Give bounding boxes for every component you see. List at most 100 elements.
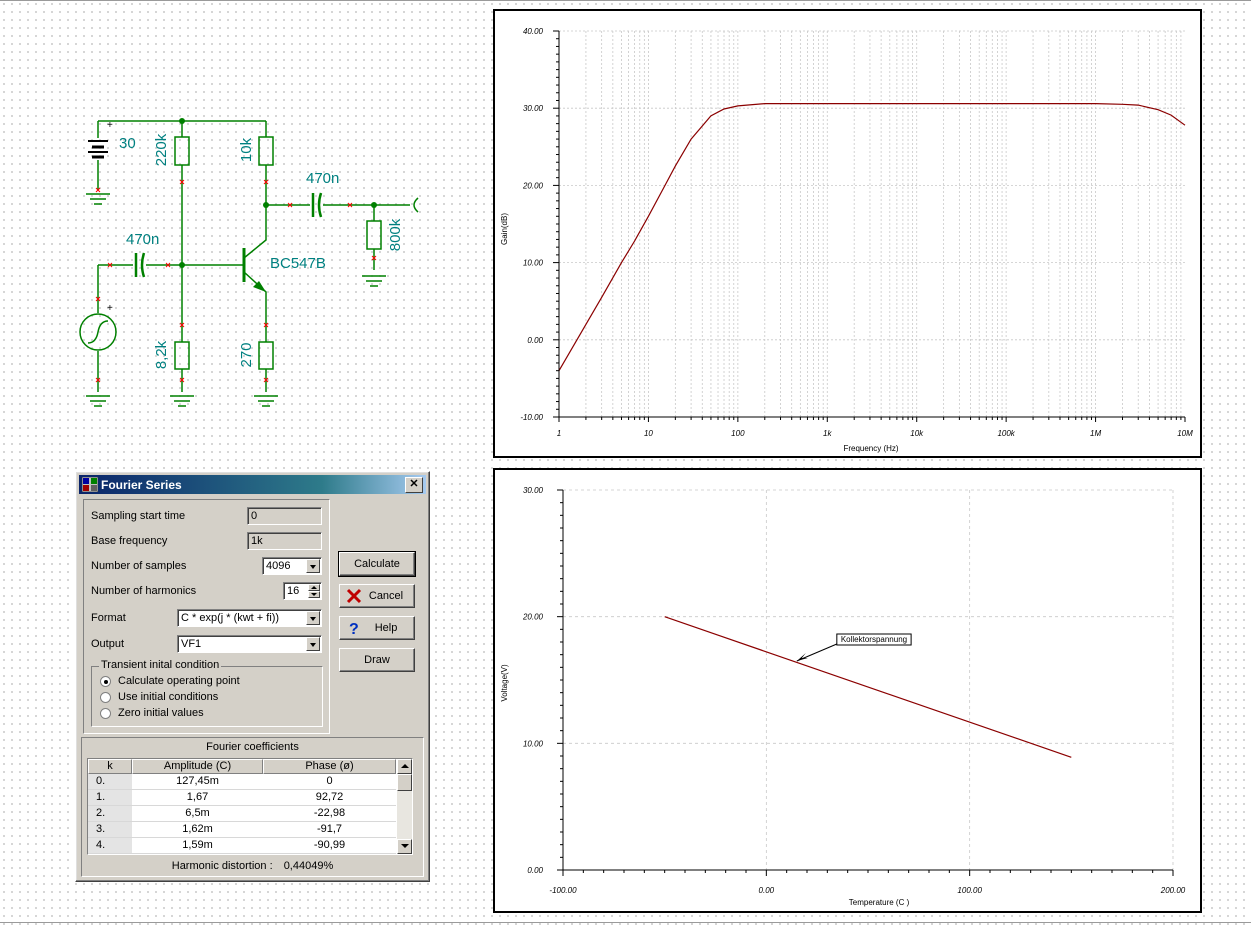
coef-amplitude-cell[interactable]: 1,67 [132, 790, 263, 806]
voltage-chart-xlabel: Temperature (C ) [849, 898, 910, 907]
number-of-harmonics-stepper[interactable]: 16 [283, 582, 322, 600]
format-select[interactable]: C * exp(j * (kwt + fi)) [177, 609, 322, 627]
chevron-down-icon[interactable] [306, 611, 320, 625]
coef-amplitude-cell[interactable]: 6,5m [132, 806, 263, 822]
calculate-button[interactable]: Calculate [338, 551, 416, 577]
coef-amplitude-cell[interactable]: 1,59m [132, 838, 263, 854]
y-tick-label: 20.00 [522, 181, 544, 190]
harmonic-distortion-value: 0,44049% [283, 860, 334, 872]
c-in-label: 470n [126, 231, 159, 248]
r-load-resistor[interactable] [366, 220, 382, 250]
circuit-schematic[interactable]: 30 220k 10k 470n 800k 470n BC547B 8,2k 2… [0, 0, 490, 430]
coef-k-cell[interactable]: 3. [88, 822, 132, 838]
output-select[interactable]: VF1 [177, 635, 322, 653]
column-header-phase[interactable]: Phase (ø) [263, 759, 396, 774]
coef-k-cell[interactable]: 0. [88, 774, 132, 790]
y-tick-label: 0.00 [527, 336, 543, 345]
r4-resistor[interactable] [258, 341, 274, 370]
harmonic-distortion-readout: Harmonic distortion : 0,44049% [82, 860, 423, 872]
number-of-samples-select[interactable]: 4096 [262, 557, 322, 575]
voltage-temperature-chart[interactable]: -100.00 0.00 100.00 200.00 0.00 10.00 20.00 30.… [493, 468, 1202, 913]
spin-down-icon[interactable] [308, 591, 320, 598]
coef-k-cell[interactable]: 1. [88, 790, 132, 806]
x-tick-label: 10k [910, 429, 924, 438]
gain-chart-grid [558, 30, 1185, 418]
coef-phase-cell[interactable]: -91,7 [263, 822, 396, 838]
gain-chart-ylabel: Gain(dB) [500, 213, 509, 245]
output-terminal[interactable] [413, 197, 419, 213]
coef-phase-cell[interactable]: -22,98 [263, 806, 396, 822]
close-button[interactable]: ✕ [405, 477, 423, 493]
r4-wires [254, 340, 278, 407]
parameters-group: Sampling start time 0 Base frequency 1k … [83, 499, 330, 734]
transient-group-legend: Transient inital condition [99, 659, 222, 671]
transistor-label: BC547B [270, 255, 326, 272]
coef-phase-cell[interactable]: -90,99 [263, 838, 396, 854]
coefficients-scrollbar[interactable] [397, 759, 412, 854]
r1-resistor[interactable] [174, 136, 190, 166]
scroll-thumb[interactable] [397, 774, 412, 791]
fourier-series-dialog[interactable]: Fourier Series ✕ Sampling start time 0 B… [75, 471, 430, 882]
battery-symbol[interactable] [88, 140, 108, 159]
voltage-chart-ylabel: Voltage(V) [500, 664, 509, 702]
scroll-up-icon[interactable] [397, 759, 412, 774]
r3-wires [170, 265, 194, 407]
r-load-label: 800k [387, 218, 404, 251]
app-icon [82, 477, 98, 492]
output-label: Output [91, 638, 125, 650]
c-out-plate-2 [317, 192, 323, 218]
base-frequency-label: Base frequency [91, 535, 168, 547]
base-frequency-field[interactable]: 1k [247, 532, 322, 550]
coefficients-table[interactable]: k Amplitude (C) Phase (ø) 0. 127,45m 0 1. 1,… [87, 758, 413, 855]
spin-up-icon[interactable] [308, 584, 320, 591]
help-question-icon: ? [349, 621, 359, 636]
coef-phase-cell[interactable]: 0 [263, 774, 396, 790]
gain-series-line [558, 103, 1186, 372]
r4-label: 270 [238, 342, 255, 367]
source-wires [86, 265, 110, 407]
gain-chart-tick-labels: -10.00 0.00 10.00 20.00 30.00 40.00 1 10 100 1k 10… [520, 27, 1193, 438]
help-button[interactable]: ? Help [339, 616, 415, 640]
y-tick-label: 30.00 [523, 104, 544, 113]
harmonics-spin-buttons[interactable] [308, 584, 320, 598]
signal-source[interactable] [79, 313, 117, 351]
battery-label: 30 [119, 135, 136, 152]
coef-k-cell[interactable]: 2. [88, 806, 132, 822]
gain-frequency-chart[interactable]: -10.00 0.00 10.00 20.00 30.00 40.00 1 10 100 1k 10… [493, 9, 1202, 458]
r1-label: 220k [153, 133, 170, 166]
x-tick-label: -100.00 [549, 886, 577, 895]
y-tick-label: 10.00 [523, 259, 544, 268]
radio-button-checked[interactable] [100, 676, 111, 687]
scroll-down-icon[interactable] [397, 839, 412, 854]
radio-label: Calculate operating point [118, 675, 240, 687]
x-tick-label: 100.00 [957, 886, 982, 895]
r2-label: 10k [238, 137, 255, 162]
bottom-divider [0, 922, 1251, 923]
junction-dots [179, 118, 377, 268]
svg-text:?: ? [349, 621, 359, 636]
transistor-emitter [243, 271, 267, 340]
step-symbol [87, 320, 109, 344]
coef-k-cell[interactable]: 4. [88, 838, 132, 854]
coef-phase-cell[interactable]: 92,72 [263, 790, 396, 806]
top-divider [0, 0, 1251, 1]
draw-button[interactable]: Draw [339, 648, 415, 672]
chevron-down-icon[interactable] [306, 637, 320, 651]
radio-button[interactable] [100, 692, 111, 703]
r2-resistor[interactable] [258, 136, 274, 166]
column-header-amplitude[interactable]: Amplitude (C) [132, 759, 263, 774]
transistor-collector [243, 228, 267, 259]
coef-amplitude-cell[interactable]: 1,62m [132, 822, 263, 838]
cancel-button[interactable]: Cancel [339, 584, 415, 608]
coef-amplitude-cell[interactable]: 127,45m [132, 774, 263, 790]
chevron-down-icon[interactable] [306, 559, 320, 573]
kollektorspannung-annotation[interactable]: Kollektorspannung [796, 633, 912, 662]
annotation-arrowhead [796, 653, 808, 661]
y-tick-label: 10.00 [523, 739, 544, 748]
x-tick-label: 200.00 [1160, 886, 1186, 895]
radio-button[interactable] [100, 708, 111, 719]
r3-resistor[interactable] [174, 341, 190, 370]
dialog-titlebar[interactable]: Fourier Series ✕ [79, 475, 426, 494]
column-header-k[interactable]: k [88, 759, 132, 774]
sampling-start-time-field[interactable]: 0 [247, 507, 322, 525]
